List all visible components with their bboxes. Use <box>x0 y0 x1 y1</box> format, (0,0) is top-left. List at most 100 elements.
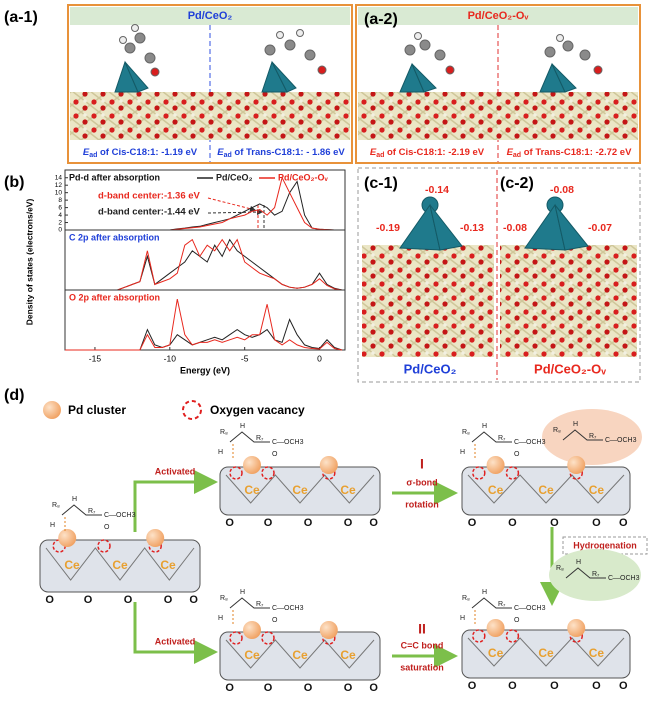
mol-label: O <box>104 524 110 531</box>
step-label: rotation <box>405 499 439 509</box>
product-bubble <box>542 409 642 465</box>
cluster <box>399 196 589 251</box>
atom-label: O <box>344 682 353 694</box>
x-tick-label: -15 <box>89 353 102 363</box>
atom-label: O <box>508 680 517 692</box>
atom-label: Ce <box>538 483 554 497</box>
mol-label: R₇ <box>256 435 264 442</box>
legend-swatch <box>182 400 202 420</box>
atom-label: O <box>468 517 477 529</box>
mol-label: C—OCH3 <box>272 605 304 612</box>
atom-label: Ce <box>292 483 308 497</box>
subscript: ad <box>224 152 232 159</box>
atom-label: O <box>550 680 559 692</box>
mol-label: O <box>514 451 520 458</box>
legend-label: Pd/CeO₂ <box>216 172 253 182</box>
atom-label: O <box>550 517 559 529</box>
subscript: ad <box>376 152 384 159</box>
atom-label: Ce <box>160 558 176 572</box>
mol-label: O <box>514 617 520 624</box>
slab-image <box>70 92 350 140</box>
x-tick-label: 0 <box>317 353 322 363</box>
panel-label: (a-2) <box>364 11 398 28</box>
slab-image <box>362 245 494 357</box>
dos-line <box>65 238 343 291</box>
caption-text: of Trans-C18:1: - 1.86 eV <box>232 147 346 158</box>
bond <box>229 597 270 609</box>
molecule <box>404 32 603 75</box>
oxygen-vacancy <box>505 466 520 480</box>
legend-swatch <box>43 401 61 419</box>
product-bubble <box>549 549 641 601</box>
caption: Ead of Cis-C18:1: -2.19 eV <box>370 147 485 159</box>
caption-text: of Cis-C18:1: -1.19 eV <box>97 147 197 158</box>
mol-label: O <box>272 451 278 458</box>
bond <box>61 504 102 516</box>
atom-label: O <box>264 517 273 529</box>
subscript: ad <box>513 152 521 159</box>
atom-label: Ce <box>538 646 554 660</box>
y-tick-label: 6 <box>58 204 62 211</box>
pd-cluster <box>146 529 165 547</box>
step-label: Activated <box>155 636 196 646</box>
ceo2-slab <box>461 629 631 679</box>
lattice-bond <box>467 474 625 504</box>
subplot-title: Pd-d after absorption <box>69 172 160 182</box>
slab-image <box>500 245 637 357</box>
atom-label: O <box>164 594 173 606</box>
structure-name: Pd/CeO₂ <box>404 361 457 376</box>
atom-label: Ce <box>340 648 356 662</box>
legend-label: Oxygen vacancy <box>210 403 305 417</box>
bond <box>471 597 512 609</box>
mol-label: C—OCH3 <box>272 439 304 446</box>
dos-line <box>65 238 343 291</box>
symbol: E <box>83 147 90 158</box>
y-axis-label: Density of states (electrons/eV) <box>24 199 34 326</box>
atom-label: O <box>468 680 477 692</box>
oxygen-vacancy <box>472 629 486 643</box>
mol-label: H <box>218 615 223 622</box>
panel-frame <box>357 167 641 383</box>
mol-label: O <box>272 617 278 624</box>
atom-label: O <box>592 680 601 692</box>
step-label: Hydrogenation <box>573 540 637 550</box>
atom-label: O <box>304 682 313 694</box>
atom-label: O <box>225 682 234 694</box>
oxygen-vacancy <box>505 629 520 643</box>
step-label: σ-bond <box>406 477 437 487</box>
ceo2-slab <box>219 466 381 516</box>
pd-cluster <box>486 456 505 474</box>
lattice-bond <box>225 639 375 669</box>
annotation: d-band center:-1.36 eV <box>98 191 201 202</box>
dos-line <box>65 176 342 231</box>
y-tick-label: 0 <box>58 227 62 234</box>
mol-label: C—OCH3 <box>605 437 637 444</box>
mol-label: R₈ <box>52 502 60 509</box>
ceo2-slab <box>461 466 631 516</box>
mol-label: R₈ <box>553 427 561 434</box>
charge-label: -0.08 <box>550 184 574 196</box>
mol-label: C—OCH3 <box>608 575 640 582</box>
route-label: II <box>418 621 426 637</box>
header-band <box>70 7 350 25</box>
oxygen-vacancy <box>472 466 486 480</box>
mol-label: R₇ <box>256 601 264 608</box>
atom-label: O <box>369 517 378 529</box>
y-tick-label: 10 <box>55 189 63 196</box>
x-axis-label: Energy (eV) <box>180 365 230 375</box>
bond <box>562 429 603 441</box>
lattice-bond <box>45 547 195 581</box>
caption: Ead of Trans-C18:1: - 1.86 eV <box>217 147 345 159</box>
mol-label: R₈ <box>220 595 228 602</box>
caption: Ead of Cis-C18:1: -1.19 eV <box>83 147 198 159</box>
annotation-arrow <box>207 209 263 216</box>
y-tick-label: 12 <box>55 182 63 189</box>
molecule <box>119 24 327 77</box>
atom-label: O <box>592 517 601 529</box>
oxygen-vacancy <box>97 539 111 553</box>
arrow <box>133 470 218 532</box>
oxygen-vacancy <box>261 631 275 645</box>
mol-label: R₇ <box>498 601 506 608</box>
arrow <box>133 602 218 664</box>
oxygen-vacancy <box>229 631 243 645</box>
